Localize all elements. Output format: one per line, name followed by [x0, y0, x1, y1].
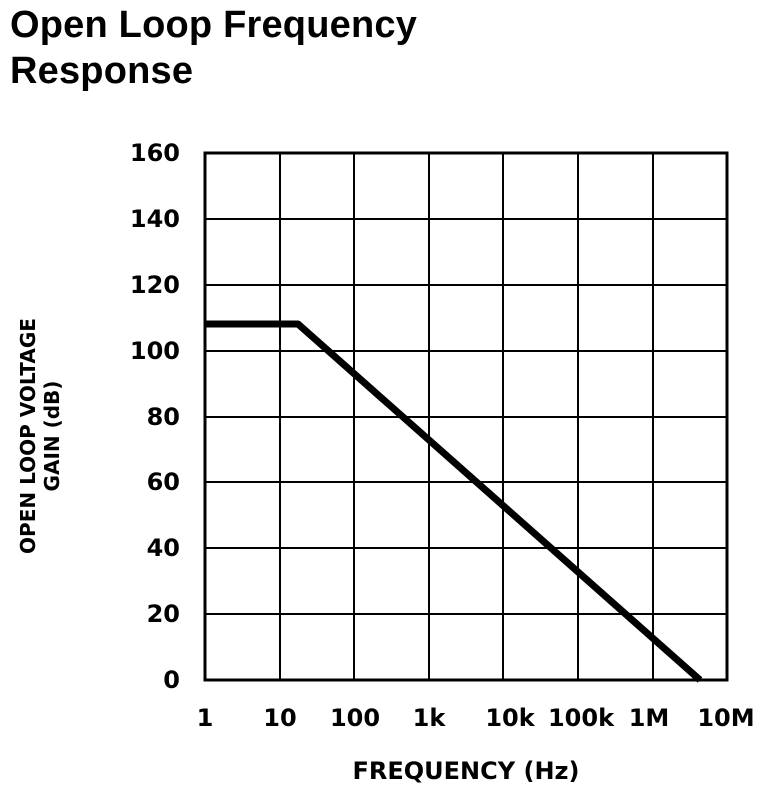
y-tick-160: 160 [129, 139, 180, 167]
x-tick-100k: 100k [547, 704, 615, 732]
x-tick-1M: 1M [628, 704, 670, 732]
y-tick-80: 80 [146, 403, 180, 431]
chart-title-line2: Response [10, 50, 194, 92]
chart-title-line1: Open Loop Frequency [10, 4, 418, 46]
x-tick-10: 10 [263, 704, 297, 732]
grid-lines [205, 153, 727, 680]
y-tick-0: 0 [163, 666, 180, 694]
chart-title: Open Loop Frequency Response [10, 2, 417, 94]
y-tick-140: 140 [129, 205, 180, 233]
y-tick-120: 120 [129, 271, 180, 299]
x-tick-1: 1 [196, 704, 214, 732]
y-tick-40: 40 [146, 534, 180, 562]
x-tick-10M: 10M [697, 704, 755, 732]
y-tick-100: 100 [129, 337, 180, 365]
y-tick-60: 60 [146, 468, 180, 496]
x-tick-1k: 1k [412, 704, 446, 732]
x-tick-10k: 10k [485, 704, 535, 732]
x-axis-label: FREQUENCY (Hz) [352, 757, 580, 785]
y-tick-20: 20 [146, 600, 180, 628]
x-tick-100: 100 [329, 704, 381, 732]
plot-frame [203, 151, 729, 682]
gain-curve [205, 320, 703, 683]
